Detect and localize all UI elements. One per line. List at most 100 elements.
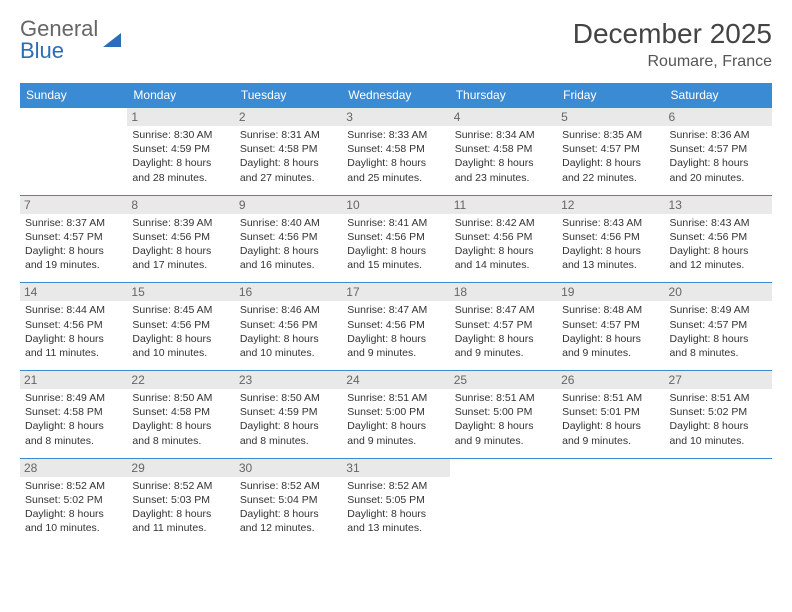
weekday-header: Monday bbox=[127, 83, 234, 108]
calendar-week-row: 21Sunrise: 8:49 AMSunset: 4:58 PMDayligh… bbox=[20, 371, 772, 459]
day-info: Sunrise: 8:30 AMSunset: 4:59 PMDaylight:… bbox=[132, 128, 229, 185]
day-number: 14 bbox=[20, 283, 127, 301]
day-info: Sunrise: 8:49 AMSunset: 4:57 PMDaylight:… bbox=[670, 303, 767, 360]
weekday-header: Thursday bbox=[450, 83, 557, 108]
day-info: Sunrise: 8:35 AMSunset: 4:57 PMDaylight:… bbox=[562, 128, 659, 185]
day-number: 7 bbox=[20, 196, 127, 214]
weekday-header: Friday bbox=[557, 83, 664, 108]
day-info: Sunrise: 8:37 AMSunset: 4:57 PMDaylight:… bbox=[25, 216, 122, 273]
calendar-day-cell: 30Sunrise: 8:52 AMSunset: 5:04 PMDayligh… bbox=[235, 458, 342, 545]
day-number: 10 bbox=[342, 196, 449, 214]
calendar-week-row: 7 Sunrise: 8:37 AMSunset: 4:57 PMDaylight… bbox=[20, 195, 772, 283]
day-info: Sunrise: 8:50 AMSunset: 4:58 PMDaylight:… bbox=[132, 391, 229, 448]
calendar-day-cell: 4 Sunrise: 8:34 AMSunset: 4:58 PMDaylight… bbox=[450, 108, 557, 196]
calendar-day-cell: 16Sunrise: 8:46 AMSunset: 4:56 PMDayligh… bbox=[235, 283, 342, 371]
calendar-day-cell: 20 Sunrise: 8:49 AMSunset: 4:57 PMDayligh… bbox=[665, 283, 772, 371]
day-number: 11 bbox=[450, 196, 557, 214]
day-number: 25 bbox=[450, 371, 557, 389]
calendar-day-cell: 22Sunrise: 8:50 AMSunset: 4:58 PMDayligh… bbox=[127, 371, 234, 459]
title-block: December 2025 Roumare, France bbox=[573, 18, 772, 71]
calendar-day-cell bbox=[20, 108, 127, 196]
calendar-day-cell: 18Sunrise: 8:47 AMSunset: 4:57 PMDayligh… bbox=[450, 283, 557, 371]
calendar-day-cell: 2Sunrise: 8:31 AMSunset: 4:58 PMDaylight… bbox=[235, 108, 342, 196]
weekday-header: Sunday bbox=[20, 83, 127, 108]
calendar-day-cell: 25 Sunrise: 8:51 AMSunset: 5:00 PMDayligh… bbox=[450, 371, 557, 459]
day-number: 15 bbox=[127, 283, 234, 301]
day-number: 3 bbox=[342, 108, 449, 126]
day-info: Sunrise: 8:41 AMSunset: 4:56 PMDaylight:… bbox=[347, 216, 444, 273]
day-number: 18 bbox=[450, 283, 557, 301]
day-number: 31 bbox=[342, 459, 449, 477]
day-number: 21 bbox=[20, 371, 127, 389]
calendar-day-cell bbox=[557, 458, 664, 545]
day-info: Sunrise: 8:34 AMSunset: 4:58 PMDaylight:… bbox=[455, 128, 552, 185]
calendar-day-cell: 7 Sunrise: 8:37 AMSunset: 4:57 PMDaylight… bbox=[20, 195, 127, 283]
weekday-header-row: SundayMondayTuesdayWednesdayThursdayFrid… bbox=[20, 83, 772, 108]
day-info: Sunrise: 8:46 AMSunset: 4:56 PMDaylight:… bbox=[240, 303, 337, 360]
day-number: 23 bbox=[235, 371, 342, 389]
day-info: Sunrise: 8:43 AMSunset: 4:56 PMDaylight:… bbox=[670, 216, 767, 273]
calendar-day-cell: 21Sunrise: 8:49 AMSunset: 4:58 PMDayligh… bbox=[20, 371, 127, 459]
day-info: Sunrise: 8:45 AMSunset: 4:56 PMDaylight:… bbox=[132, 303, 229, 360]
calendar-day-cell: 12 Sunrise: 8:43 AMSunset: 4:56 PMDayligh… bbox=[557, 195, 664, 283]
day-number: 8 bbox=[127, 196, 234, 214]
day-number: 12 bbox=[557, 196, 664, 214]
day-number: 13 bbox=[665, 196, 772, 214]
day-info: Sunrise: 8:33 AMSunset: 4:58 PMDaylight:… bbox=[347, 128, 444, 185]
calendar-day-cell: 15 Sunrise: 8:45 AMSunset: 4:56 PMDayligh… bbox=[127, 283, 234, 371]
day-number: 24 bbox=[342, 371, 449, 389]
calendar-day-cell: 26 Sunrise: 8:51 AMSunset: 5:01 PMDayligh… bbox=[557, 371, 664, 459]
calendar-week-row: 28 Sunrise: 8:52 AMSunset: 5:02 PMDayligh… bbox=[20, 458, 772, 545]
calendar-day-cell: 10 Sunrise: 8:41 AMSunset: 4:56 PMDayligh… bbox=[342, 195, 449, 283]
calendar-week-row: 14 Sunrise: 8:44 AMSunset: 4:56 PMDayligh… bbox=[20, 283, 772, 371]
day-number: 29 bbox=[127, 459, 234, 477]
day-info: Sunrise: 8:50 AMSunset: 4:59 PMDaylight:… bbox=[240, 391, 337, 448]
day-number: 26 bbox=[557, 371, 664, 389]
day-number: 9 bbox=[235, 196, 342, 214]
calendar-day-cell: 3 Sunrise: 8:33 AMSunset: 4:58 PMDaylight… bbox=[342, 108, 449, 196]
day-number: 6 bbox=[665, 108, 772, 126]
calendar-day-cell: 23 Sunrise: 8:50 AMSunset: 4:59 PMDayligh… bbox=[235, 371, 342, 459]
day-number: 27 bbox=[665, 371, 772, 389]
day-number: 17 bbox=[342, 283, 449, 301]
day-number: 19 bbox=[557, 283, 664, 301]
calendar-day-cell: 17 Sunrise: 8:47 AMSunset: 4:56 PMDayligh… bbox=[342, 283, 449, 371]
day-info: Sunrise: 8:42 AMSunset: 4:56 PMDaylight:… bbox=[455, 216, 552, 273]
calendar-day-cell bbox=[665, 458, 772, 545]
calendar-day-cell: 5 Sunrise: 8:35 AMSunset: 4:57 PMDaylight… bbox=[557, 108, 664, 196]
calendar-day-cell: 13 Sunrise: 8:43 AMSunset: 4:56 PMDayligh… bbox=[665, 195, 772, 283]
day-info: Sunrise: 8:51 AMSunset: 5:00 PMDaylight:… bbox=[455, 391, 552, 448]
weekday-header: Wednesday bbox=[342, 83, 449, 108]
calendar-day-cell: 24Sunrise: 8:51 AMSunset: 5:00 PMDayligh… bbox=[342, 371, 449, 459]
day-number: 2 bbox=[235, 108, 342, 126]
day-info: Sunrise: 8:36 AMSunset: 4:57 PMDaylight:… bbox=[670, 128, 767, 185]
logo-triangle-icon bbox=[101, 29, 123, 51]
day-number: 20 bbox=[665, 283, 772, 301]
day-info: Sunrise: 8:47 AMSunset: 4:56 PMDaylight:… bbox=[347, 303, 444, 360]
day-info: Sunrise: 8:48 AMSunset: 4:57 PMDaylight:… bbox=[562, 303, 659, 360]
calendar-day-cell: 29 Sunrise: 8:52 AMSunset: 5:03 PMDayligh… bbox=[127, 458, 234, 545]
day-info: Sunrise: 8:44 AMSunset: 4:56 PMDaylight:… bbox=[25, 303, 122, 360]
calendar-day-cell bbox=[450, 458, 557, 545]
logo-word2: Blue bbox=[20, 38, 64, 63]
calendar-body: 1 Sunrise: 8:30 AMSunset: 4:59 PMDaylight… bbox=[20, 108, 772, 546]
calendar-day-cell: 28 Sunrise: 8:52 AMSunset: 5:02 PMDayligh… bbox=[20, 458, 127, 545]
day-info: Sunrise: 8:52 AMSunset: 5:03 PMDaylight:… bbox=[132, 479, 229, 536]
day-number: 1 bbox=[127, 108, 234, 126]
calendar-day-cell: 9Sunrise: 8:40 AMSunset: 4:56 PMDaylight… bbox=[235, 195, 342, 283]
day-number: 5 bbox=[557, 108, 664, 126]
calendar-day-cell: 14 Sunrise: 8:44 AMSunset: 4:56 PMDayligh… bbox=[20, 283, 127, 371]
header: General Blue December 2025 Roumare, Fran… bbox=[20, 18, 772, 71]
day-info: Sunrise: 8:51 AMSunset: 5:01 PMDaylight:… bbox=[562, 391, 659, 448]
logo: General Blue bbox=[20, 18, 123, 62]
day-info: Sunrise: 8:43 AMSunset: 4:56 PMDaylight:… bbox=[562, 216, 659, 273]
day-number: 4 bbox=[450, 108, 557, 126]
calendar-day-cell: 8Sunrise: 8:39 AMSunset: 4:56 PMDaylight… bbox=[127, 195, 234, 283]
month-title: December 2025 bbox=[573, 18, 772, 50]
day-info: Sunrise: 8:52 AMSunset: 5:02 PMDaylight:… bbox=[25, 479, 122, 536]
day-info: Sunrise: 8:51 AMSunset: 5:02 PMDaylight:… bbox=[670, 391, 767, 448]
calendar-day-cell: 1 Sunrise: 8:30 AMSunset: 4:59 PMDaylight… bbox=[127, 108, 234, 196]
calendar-day-cell: 27 Sunrise: 8:51 AMSunset: 5:02 PMDayligh… bbox=[665, 371, 772, 459]
weekday-header: Saturday bbox=[665, 83, 772, 108]
day-number: 28 bbox=[20, 459, 127, 477]
